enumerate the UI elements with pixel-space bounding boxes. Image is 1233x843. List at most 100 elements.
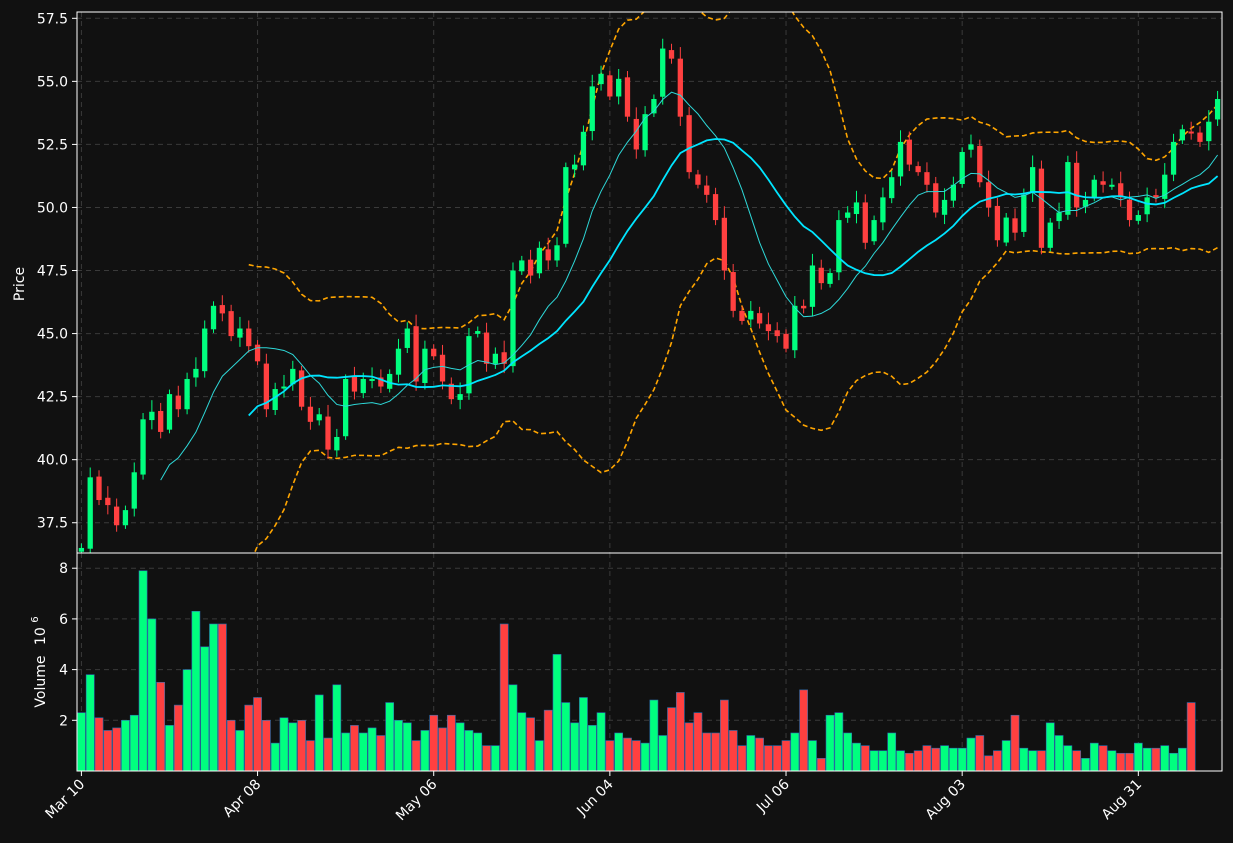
candle-body [774, 330, 780, 337]
volume-bar [270, 742, 280, 772]
candle-body [175, 395, 181, 410]
candle-body [554, 245, 560, 261]
candle-body [325, 416, 331, 450]
volume-bar [667, 707, 676, 772]
candle-body [510, 270, 516, 367]
volume-bar [605, 740, 615, 772]
candle-body [1021, 194, 1027, 232]
volume-bar [1186, 702, 1196, 772]
volume-axis-title: Volume 10 6 [30, 616, 49, 707]
candle-body [281, 386, 287, 389]
candle-body [1126, 199, 1133, 221]
candle-body [342, 378, 349, 437]
volume-bar [913, 750, 923, 772]
candle-body [105, 497, 111, 506]
candle-body [739, 310, 745, 321]
volume-tick-label: 6 [59, 612, 68, 628]
candle-body [1153, 195, 1159, 198]
volume-axis-label: Volume [33, 656, 49, 708]
candle-body [836, 220, 842, 273]
volume-bar [658, 735, 668, 772]
candle-body [704, 185, 710, 195]
volume-bar [491, 745, 500, 772]
candle-body [1056, 212, 1062, 222]
volume-bar [288, 722, 298, 772]
volume-bar [253, 697, 262, 772]
candle-body [475, 331, 481, 334]
candle-body [1188, 131, 1194, 134]
volume-bar [649, 699, 659, 772]
volume-bar [587, 725, 597, 772]
candle-body [1109, 184, 1115, 187]
volume-bar [684, 722, 694, 772]
volume-bar [385, 702, 395, 772]
candle-body [748, 310, 754, 320]
volume-bar [323, 737, 333, 772]
volume-bar [887, 732, 897, 772]
volume-bar [720, 699, 729, 772]
candle-body [818, 267, 824, 284]
volume-bar [279, 717, 289, 772]
candle-body [290, 368, 296, 385]
candle-body [527, 259, 534, 276]
volume-bar [358, 732, 368, 772]
candle-body [915, 166, 921, 173]
candle-body [536, 247, 543, 274]
price-axis-title: Price [12, 267, 28, 301]
volume-bar [526, 717, 535, 772]
candle-body [871, 220, 877, 242]
volume-bar [209, 623, 218, 772]
candle-body [448, 383, 454, 400]
volume-bar [543, 709, 553, 772]
candle-body [1047, 222, 1053, 248]
volume-bar [1125, 752, 1134, 772]
volume-bar [367, 727, 377, 772]
volume-bar [1081, 758, 1090, 772]
candle-body [519, 260, 525, 272]
candle-body [96, 476, 102, 501]
candle-body [580, 131, 587, 166]
volume-bar [675, 692, 685, 772]
volume-bar [429, 714, 439, 772]
volume-bar [957, 747, 967, 772]
candle-body [439, 354, 446, 382]
candle-body [616, 78, 622, 97]
candle-body [360, 378, 366, 394]
price-tick-label: 55.0 [37, 74, 68, 90]
candle-body [1074, 162, 1080, 208]
candle-body [219, 305, 225, 314]
volume-bar [728, 730, 738, 772]
candle-body [378, 377, 384, 387]
volume-bar [790, 732, 800, 772]
volume-bar [614, 732, 624, 772]
candle-body [113, 506, 120, 526]
candle-body [924, 172, 930, 185]
candle-body [193, 368, 199, 378]
candle-body [78, 547, 85, 552]
volume-bar [1045, 722, 1055, 772]
volume-bar [764, 745, 773, 772]
volume-bar [993, 750, 1002, 772]
moving-averages [160, 91, 1219, 481]
candle-body [1100, 181, 1106, 185]
volume-bar [737, 745, 747, 772]
candle-body [756, 313, 763, 324]
volume-bar [1063, 745, 1073, 772]
candle-body [158, 411, 164, 432]
volume-bar [235, 730, 245, 772]
volume-bar [314, 694, 324, 772]
volume-bar [949, 747, 958, 772]
candle-body [906, 139, 912, 165]
volume-bar [226, 720, 236, 772]
candle-body [1179, 129, 1186, 141]
candle-body [298, 370, 305, 407]
candle-body [1038, 168, 1045, 248]
candle-body [422, 348, 428, 384]
candle-body [1091, 179, 1097, 198]
price-plot-area [78, 12, 1221, 553]
candle-body [862, 202, 868, 243]
candle-body [950, 184, 957, 201]
candle-body [307, 406, 314, 422]
candle-body [889, 177, 895, 199]
candle-body [1012, 218, 1018, 233]
